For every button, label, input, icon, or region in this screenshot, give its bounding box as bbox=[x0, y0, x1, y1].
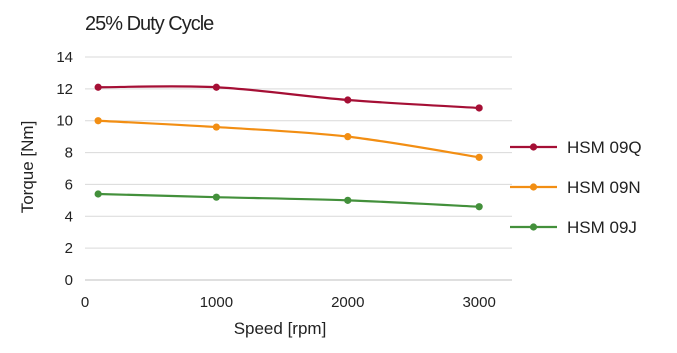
data-point bbox=[344, 96, 352, 104]
x-tick-label: 2000 bbox=[331, 294, 364, 311]
legend: HSM 09Q HSM 09N HSM 09J bbox=[510, 138, 642, 237]
legend-marker bbox=[529, 183, 538, 191]
series-line bbox=[98, 119, 480, 159]
series-lines bbox=[94, 83, 483, 211]
legend-marker bbox=[529, 143, 538, 151]
legend-label: HSM 09Q bbox=[567, 138, 642, 157]
data-point bbox=[475, 153, 483, 161]
y-tick-label: 14 bbox=[56, 49, 73, 66]
y-tick-label: 8 bbox=[65, 145, 73, 162]
gridlines bbox=[85, 56, 512, 281]
series-line bbox=[98, 85, 480, 110]
series-hsm-09q bbox=[94, 83, 483, 112]
legend-marker bbox=[529, 223, 538, 231]
chart-title: 25% Duty Cycle bbox=[85, 13, 214, 35]
y-tick-label: 4 bbox=[65, 208, 73, 225]
y-tick-label: 10 bbox=[56, 113, 73, 130]
legend-item-hsm-09n: HSM 09N bbox=[510, 178, 641, 197]
legend-item-hsm-09j: HSM 09J bbox=[510, 218, 637, 237]
data-point bbox=[212, 193, 220, 201]
x-tick-label: 1000 bbox=[200, 294, 233, 311]
x-tick-label: 3000 bbox=[462, 294, 495, 311]
data-point bbox=[94, 83, 102, 91]
data-point bbox=[212, 123, 220, 131]
x-axis-title: Speed [rpm] bbox=[234, 319, 327, 338]
y-axis-ticks: 0 2 4 6 8 10 12 14 bbox=[56, 49, 73, 289]
data-point bbox=[94, 117, 102, 125]
x-axis-ticks: 0 1000 2000 3000 bbox=[81, 294, 496, 311]
data-point bbox=[94, 190, 102, 198]
x-tick-label: 0 bbox=[81, 294, 89, 311]
y-tick-label: 0 bbox=[65, 272, 73, 289]
data-point bbox=[344, 196, 352, 204]
y-tick-label: 2 bbox=[65, 240, 73, 257]
legend-label: HSM 09J bbox=[567, 218, 637, 237]
y-tick-label: 12 bbox=[56, 81, 73, 98]
series-line bbox=[98, 192, 480, 208]
data-point bbox=[475, 104, 483, 112]
data-point bbox=[212, 83, 220, 91]
data-point bbox=[344, 133, 352, 141]
legend-item-hsm-09q: HSM 09Q bbox=[510, 138, 642, 157]
legend-label: HSM 09N bbox=[567, 178, 641, 197]
data-point bbox=[475, 203, 483, 211]
y-axis-title: Torque [Nm] bbox=[18, 121, 37, 214]
y-tick-label: 6 bbox=[65, 176, 73, 193]
series-hsm-09n bbox=[94, 117, 483, 161]
series-hsm-09j bbox=[94, 190, 483, 211]
